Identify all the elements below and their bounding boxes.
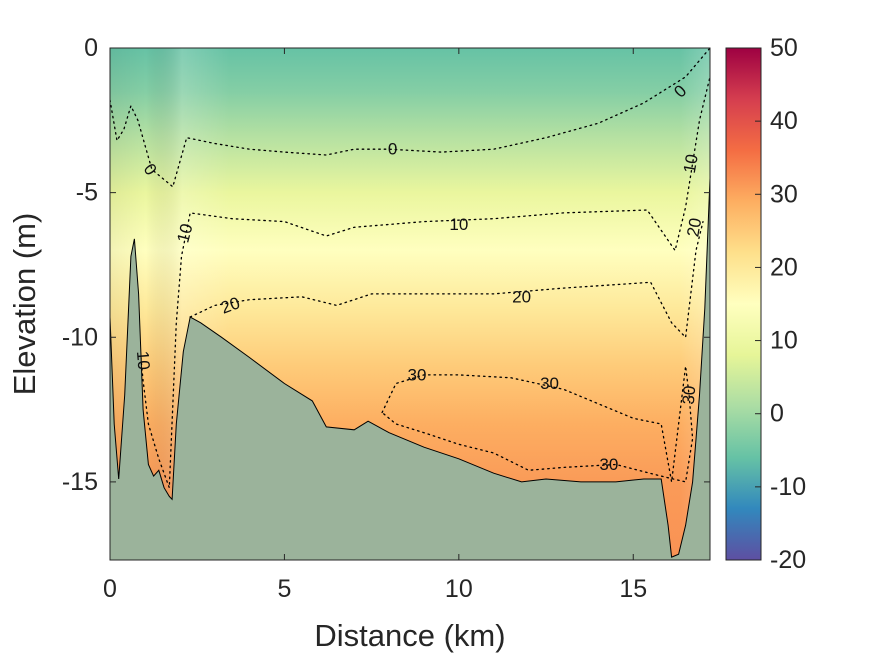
colorbar-tick-label: 0 (770, 400, 784, 428)
colorbar-tick-label: -10 (770, 473, 806, 501)
x-axis: 0 5 10 15 (103, 48, 647, 603)
x-tick-label: 10 (445, 575, 473, 603)
contour-20 (189, 220, 704, 339)
colorbar-tick-label: -20 (770, 546, 806, 574)
contour-label-20: 20 (512, 287, 531, 306)
contour-10 (135, 76, 710, 488)
colorbar-ticks: 50 40 30 20 10 0 -10 -20 (755, 34, 806, 574)
y-axis-title: Elevation (m) (7, 213, 42, 396)
y-tick-label: 0 (84, 34, 98, 62)
contour-label-0: 0 (388, 140, 397, 159)
contour-label-30: 30 (408, 365, 427, 384)
y-axis: 0 -5 -10 -15 (62, 34, 710, 496)
colorbar: 50 40 30 20 10 0 -10 -20 (725, 34, 806, 574)
contour-lines (110, 48, 710, 488)
x-tick-label: 15 (619, 575, 647, 603)
colorbar-tick-label: 20 (770, 253, 798, 281)
colorbar-gradient (725, 47, 762, 561)
colorbar-tick-label: 10 (770, 327, 798, 355)
colorbar-tick-label: 30 (770, 180, 798, 208)
y-tick-label: -10 (62, 323, 98, 351)
x-axis-title: Distance (km) (314, 618, 505, 653)
contour-label-30: 30 (540, 374, 559, 393)
contour-label-30: 30 (679, 385, 700, 406)
contour-label-10: 10 (173, 222, 196, 245)
plot-frame (109, 47, 711, 561)
contour-label-20: 20 (683, 216, 705, 238)
x-tick-label: 5 (277, 575, 291, 603)
colorbar-tick-label: 40 (770, 107, 798, 135)
contour-30 (381, 366, 694, 483)
colorbar-tick-label: 50 (770, 34, 798, 62)
y-tick-label: -5 (76, 179, 98, 207)
x-tick-label: 0 (103, 575, 117, 603)
contour-label-10: 10 (680, 153, 702, 175)
contour-label-10: 10 (449, 215, 468, 234)
contour-label-10: 10 (133, 350, 154, 371)
contour-label-30: 30 (599, 455, 618, 474)
contour-0 (110, 48, 710, 188)
y-tick-label: -15 (62, 468, 98, 496)
bathymetry-fill (110, 178, 710, 560)
